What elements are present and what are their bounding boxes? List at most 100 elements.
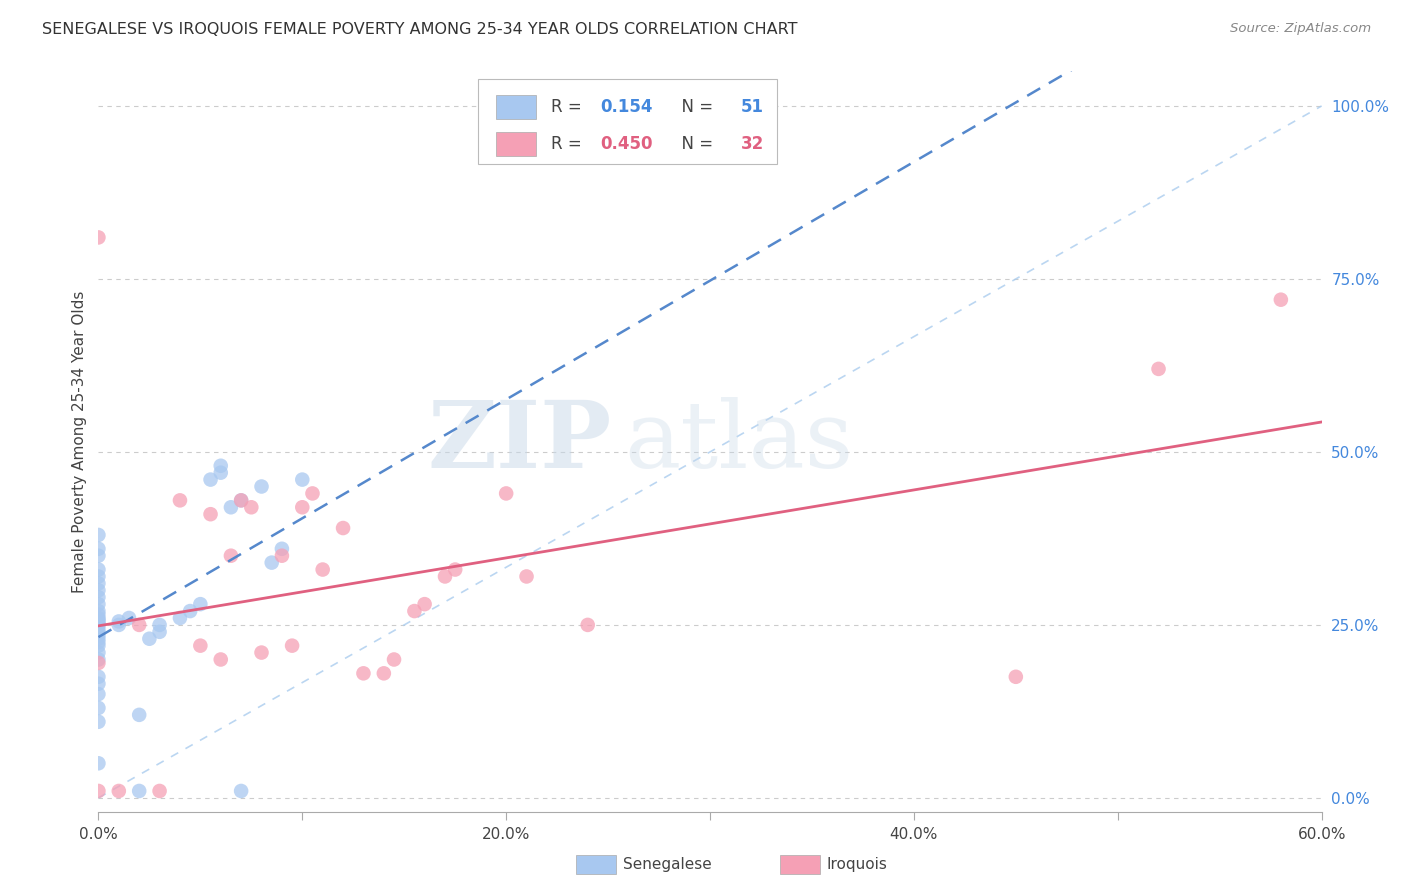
Text: 32: 32 — [741, 135, 763, 153]
Point — [576, 618, 599, 632]
Text: R =: R = — [551, 98, 588, 116]
Point — [219, 500, 242, 515]
Text: Senegalese: Senegalese — [623, 857, 711, 871]
Point — [231, 784, 253, 798]
Point — [260, 556, 283, 570]
Text: 0.450: 0.450 — [600, 135, 652, 153]
Point — [149, 784, 172, 798]
Point — [87, 628, 110, 642]
Point — [138, 632, 160, 646]
Text: 51: 51 — [741, 98, 763, 116]
Point — [87, 676, 110, 690]
Text: N =: N = — [671, 135, 718, 153]
Point — [382, 652, 405, 666]
Text: Source: ZipAtlas.com: Source: ZipAtlas.com — [1230, 22, 1371, 36]
Text: Iroquois: Iroquois — [827, 857, 887, 871]
Point — [87, 597, 110, 611]
Point — [332, 521, 354, 535]
Point — [444, 563, 467, 577]
Point — [87, 701, 110, 715]
Point — [270, 549, 294, 563]
Point — [87, 591, 110, 605]
Point — [87, 604, 110, 618]
Text: 0.154: 0.154 — [600, 98, 652, 116]
Point — [108, 615, 131, 629]
Point — [87, 576, 110, 591]
Text: R =: R = — [551, 135, 588, 153]
Point — [149, 618, 172, 632]
Point — [87, 569, 110, 583]
Point — [281, 639, 304, 653]
Point — [108, 784, 131, 798]
Point — [188, 597, 212, 611]
Point — [1004, 670, 1026, 684]
Point — [87, 784, 110, 798]
Point — [231, 493, 253, 508]
Point — [188, 639, 212, 653]
Point — [87, 611, 110, 625]
Point — [87, 714, 110, 729]
Point — [87, 563, 110, 577]
Point — [108, 618, 131, 632]
Text: N =: N = — [671, 98, 718, 116]
Point — [87, 621, 110, 635]
Point — [87, 230, 110, 244]
Point — [87, 618, 110, 632]
Point — [250, 479, 273, 493]
Point — [87, 687, 110, 701]
Point — [209, 466, 232, 480]
Point — [87, 652, 110, 666]
Text: atlas: atlas — [624, 397, 853, 486]
Point — [87, 670, 110, 684]
Point — [200, 473, 222, 487]
Point — [87, 646, 110, 660]
Point — [87, 549, 110, 563]
Point — [87, 656, 110, 670]
Point — [87, 624, 110, 639]
Point — [1270, 293, 1292, 307]
Point — [200, 507, 222, 521]
Point — [495, 486, 517, 500]
Point — [128, 618, 150, 632]
Point — [118, 611, 141, 625]
Point — [87, 607, 110, 622]
Point — [291, 500, 314, 515]
Y-axis label: Female Poverty Among 25-34 Year Olds: Female Poverty Among 25-34 Year Olds — [72, 291, 87, 592]
FancyBboxPatch shape — [478, 78, 778, 164]
Point — [87, 612, 110, 626]
Point — [87, 756, 110, 771]
Point — [291, 473, 314, 487]
Point — [413, 597, 436, 611]
Point — [404, 604, 426, 618]
Point — [219, 549, 242, 563]
Point — [352, 666, 374, 681]
Point — [301, 486, 323, 500]
Point — [169, 611, 191, 625]
Text: SENEGALESE VS IROQUOIS FEMALE POVERTY AMONG 25-34 YEAR OLDS CORRELATION CHART: SENEGALESE VS IROQUOIS FEMALE POVERTY AM… — [42, 22, 797, 37]
Point — [516, 569, 538, 583]
Point — [240, 500, 263, 515]
Point — [149, 624, 172, 639]
Point — [373, 666, 395, 681]
Point — [179, 604, 201, 618]
Point — [87, 528, 110, 542]
Point — [128, 707, 150, 722]
Point — [87, 615, 110, 629]
Point — [434, 569, 457, 583]
Point — [87, 583, 110, 598]
Point — [128, 784, 150, 798]
Point — [169, 493, 191, 508]
Point — [250, 646, 273, 660]
Point — [87, 541, 110, 556]
Point — [1147, 362, 1170, 376]
FancyBboxPatch shape — [496, 95, 536, 120]
Point — [312, 563, 335, 577]
Point — [209, 458, 232, 473]
Text: ZIP: ZIP — [427, 397, 612, 486]
Point — [87, 616, 110, 631]
FancyBboxPatch shape — [496, 132, 536, 156]
Point — [231, 493, 253, 508]
Point — [270, 541, 294, 556]
Point — [209, 652, 232, 666]
Point — [87, 632, 110, 646]
